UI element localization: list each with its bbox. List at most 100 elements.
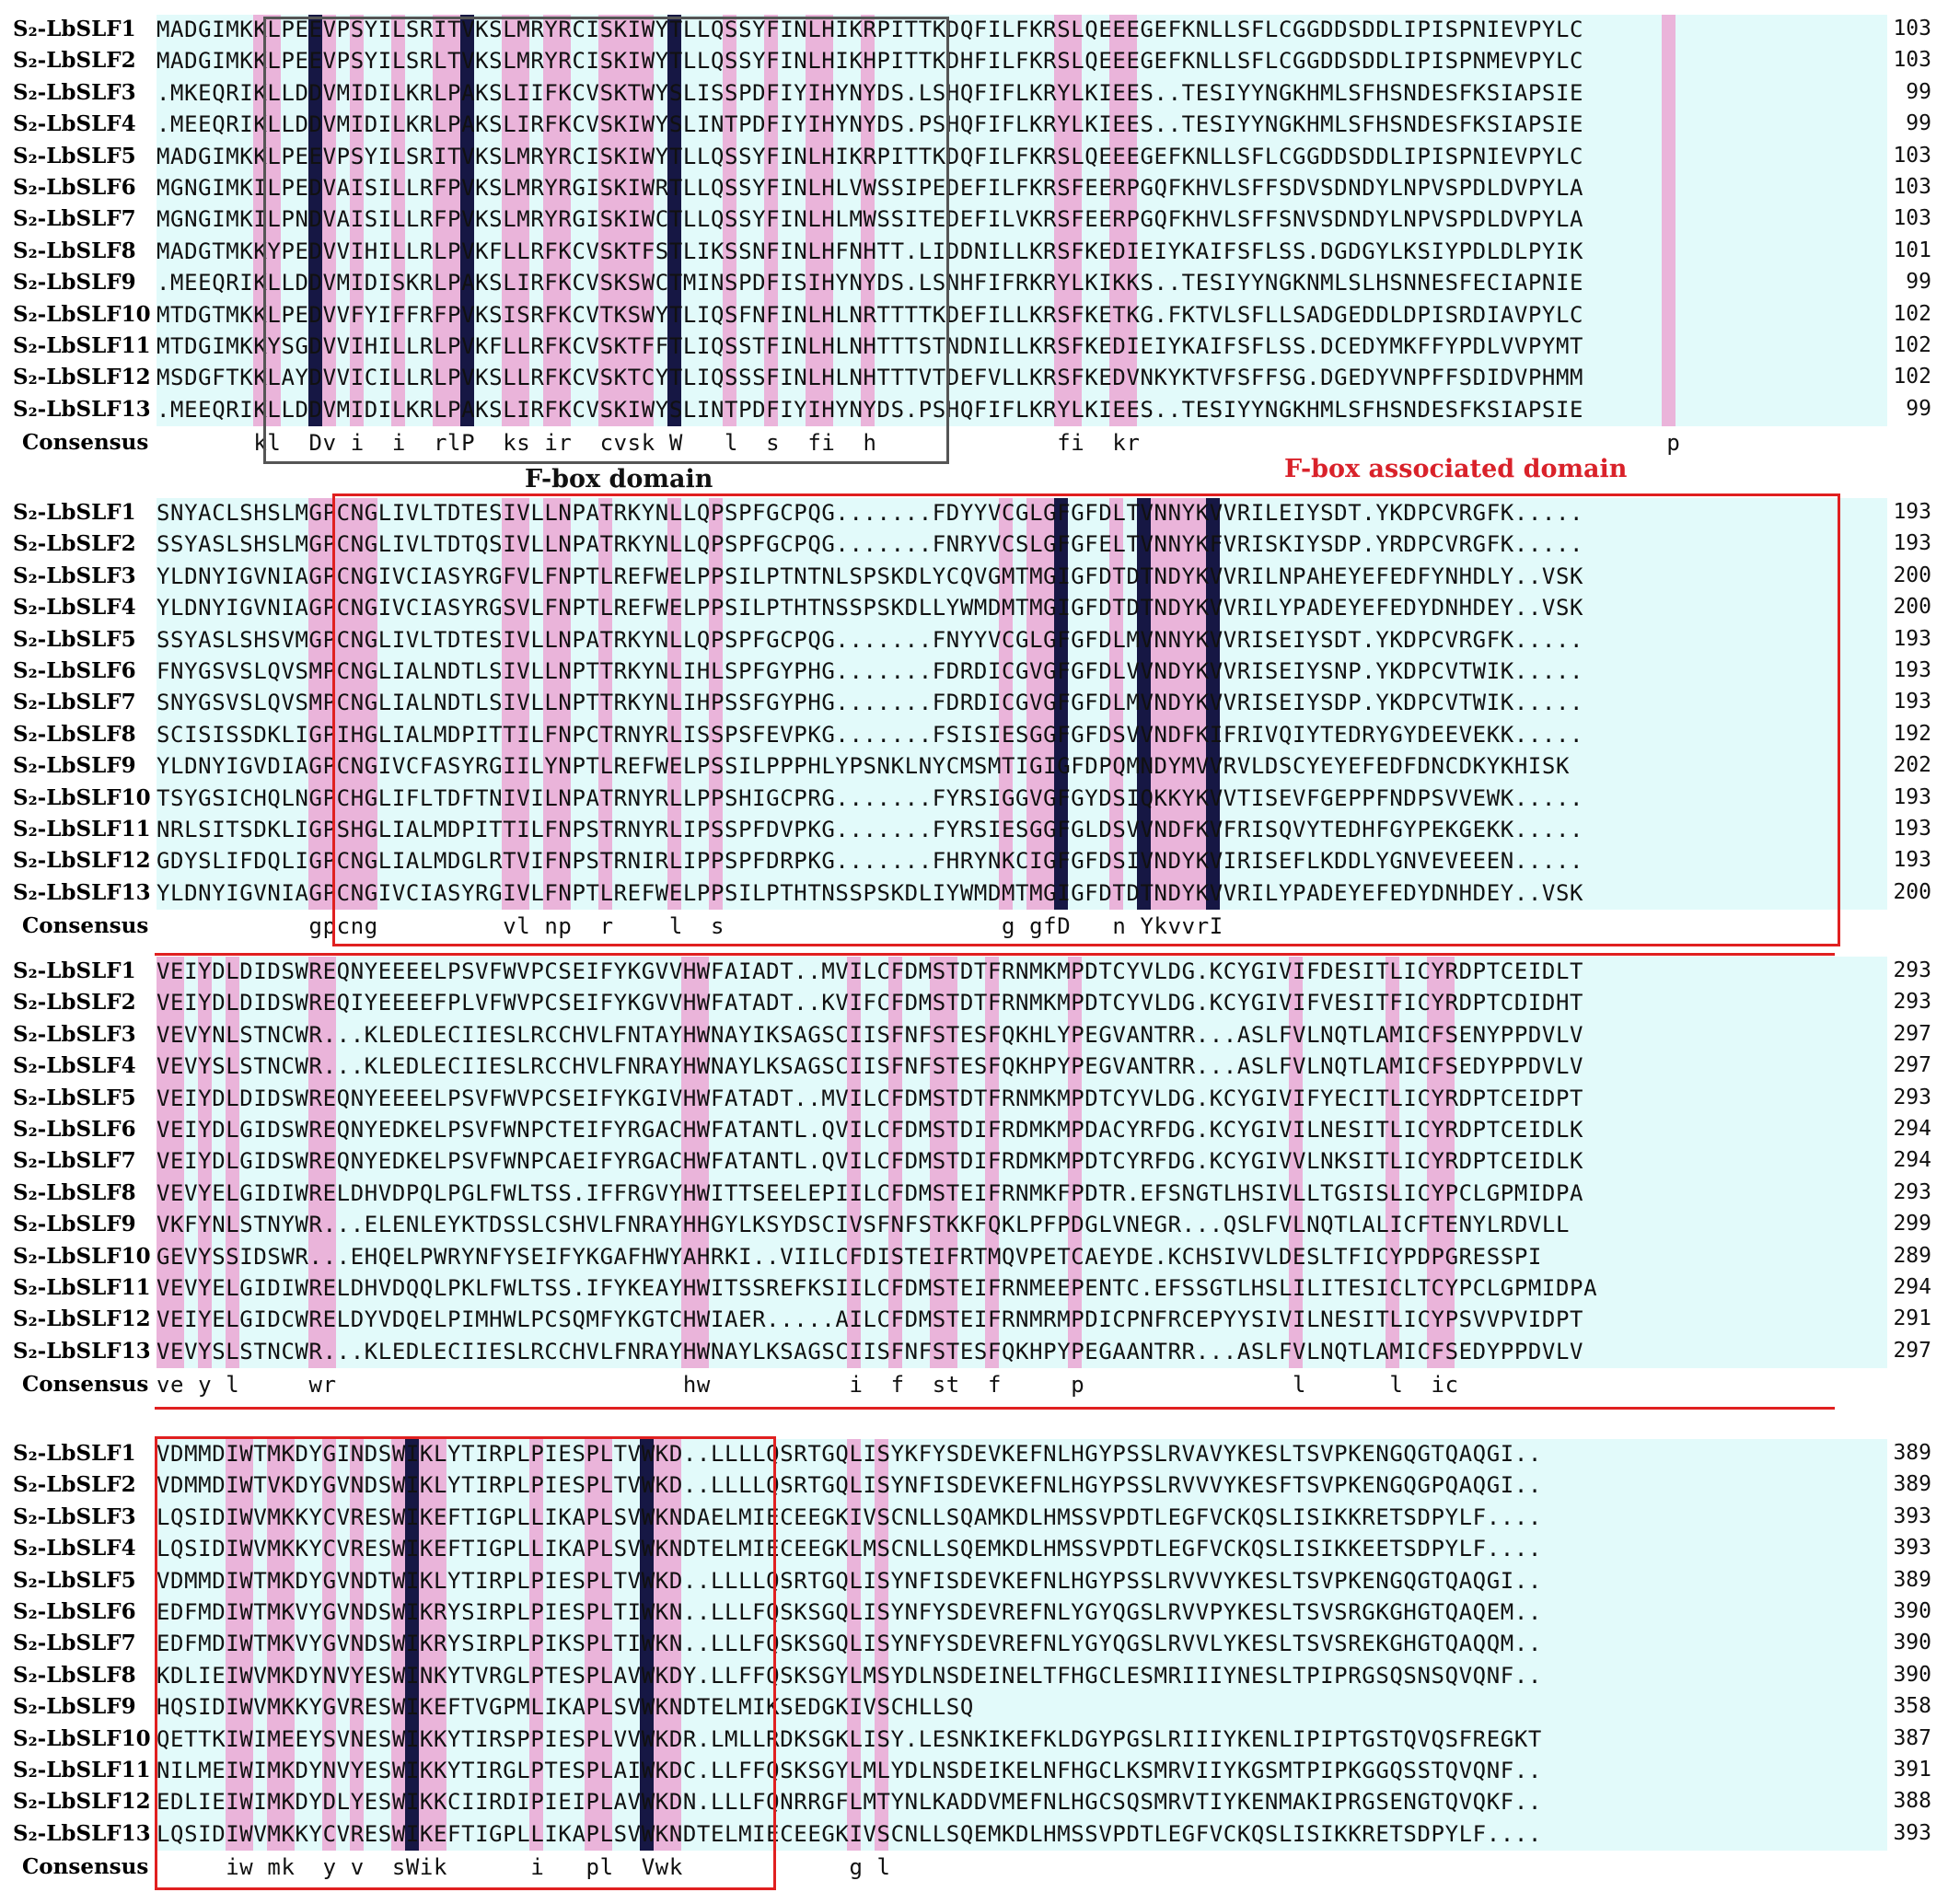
residue-position: 391	[1893, 1758, 1931, 1782]
conservation-band	[267, 15, 281, 427]
conservation-band	[888, 957, 902, 1369]
sequence-residues: .MKEQRIKLLDDVMIDILKRLPAKSLIIFKCVSKTWYSLI…	[157, 79, 1584, 106]
conservation-band	[267, 1439, 281, 1852]
conservation-band	[875, 1439, 888, 1852]
conservation-band	[723, 15, 736, 427]
sequence-residues: .MEEQRIKLLDDVMIDILKRLPAKSLIRFKCVSKIWYSLI…	[157, 396, 1584, 423]
sequence-residues: MADGTMKKYPEDVVIHILLRLPVKFLLRFKCVSKTFSTLI…	[157, 238, 1584, 264]
residue-position: 103	[1893, 48, 1931, 73]
conservation-band	[626, 15, 640, 427]
conservation-band	[350, 15, 364, 427]
sequence-residues: EDFMDIWTMKVYGVNDSWIKRYSIRPLPIESPLTIWKN..…	[157, 1599, 1542, 1625]
residue-position: 193	[1893, 500, 1931, 524]
sequence-residues: .MEEQRIKLLDDVMIDISKRLPAKSLIRFKCVSKSWCTMI…	[157, 270, 1584, 296]
residue-position: 389	[1893, 1441, 1931, 1465]
conservation-band	[391, 1439, 405, 1852]
conservation-band	[350, 1439, 364, 1852]
fba-domain-box-bottom	[155, 1436, 776, 1890]
sequence-name: S₂-LbSLF11	[13, 1758, 151, 1782]
conservation-band	[281, 1439, 295, 1852]
sequence-name: S₂-LbSLF10	[13, 301, 151, 327]
sequence-name: S₂-LbSLF2	[13, 990, 136, 1016]
sequence-residues: NRLSITSDKLIGPSHGLIALMDPITTILFNPSTRNYRLIP…	[157, 817, 1584, 842]
residue-position: 99	[1906, 79, 1931, 104]
conservation-band	[667, 1439, 681, 1852]
conservation-band	[157, 957, 170, 1369]
conservation-band	[847, 1439, 861, 1852]
conservation-band	[502, 498, 516, 911]
residue-position: 200	[1893, 563, 1931, 587]
sequence-residues: VEVYELGIDIWRELDHVDPQLPGLFWLTSS.IFFRGVYHW…	[157, 1179, 1584, 1206]
conservation-band	[1427, 957, 1441, 1369]
conservation-band	[1109, 15, 1123, 427]
sequence-name: S₂-LbSLF4	[13, 595, 136, 621]
sequence-name: S₂-LbSLF7	[13, 1148, 136, 1174]
sequence-name: S₂-LbSLF1	[13, 500, 136, 525]
sequence-name: S₂-LbSLF7	[13, 206, 136, 232]
sequence-residues: LQSIDIWVMKKYCVRESWIKEFTIGPLLIKAPLSVWKNDT…	[157, 1820, 1542, 1847]
conservation-band	[1289, 957, 1303, 1369]
conservation-band	[930, 957, 944, 1369]
residue-position: 293	[1893, 958, 1931, 982]
sequence-name: S₂-LbSLF10	[13, 1243, 151, 1269]
conservation-band	[999, 498, 1013, 911]
conservation-band	[1178, 498, 1192, 911]
conservation-band	[598, 15, 612, 427]
sequence-residues: YLDNYIGVNIAGPCNGIVCIASYRGFVLFNPTLREFWELP…	[157, 563, 1584, 589]
residue-position: 103	[1893, 17, 1931, 41]
residue-position: 389	[1893, 1472, 1931, 1497]
residue-position: 103	[1893, 175, 1931, 199]
conservation-band	[557, 15, 571, 427]
conservation-band	[1040, 498, 1054, 911]
residue-position: 294	[1893, 1275, 1931, 1299]
sequence-residues: SSYASLSHSVMGPCNGLIVLTDTESIVLLNPATRKYNLLQ…	[157, 626, 1584, 653]
sequence-name: S₂-LbSLF7	[13, 690, 136, 715]
sequence-residues: VEIYDLGIDSWREQNYEDKELPSVFWNPCAEIFYRGACHW…	[157, 1148, 1584, 1175]
conservation-band	[667, 498, 681, 911]
conservation-band	[557, 498, 571, 911]
sequence-name: S₂-LbSLF9	[13, 1212, 136, 1237]
consensus-label: Consensus	[22, 1372, 149, 1398]
residue-position: 393	[1893, 1503, 1931, 1528]
sequence-name: S₂-LbSLF7	[13, 1631, 136, 1656]
conservation-band	[322, 957, 336, 1369]
sequence-residues: SSYASLSHSLMGPCNGLIVLTDTQSIVLLNPATRKYNLLQ…	[157, 531, 1584, 558]
sequence-residues: YLDNYIGVDIAGPCNGIVCFASYRGIILYNPTLREFWELP…	[157, 753, 1571, 780]
conservation-band	[806, 15, 819, 427]
conservation-band	[239, 1439, 253, 1852]
residue-position: 101	[1893, 238, 1931, 262]
fbox-domain-box	[263, 17, 949, 464]
conservation-band	[433, 15, 446, 427]
sequence-name: S₂-LbSLF4	[13, 1536, 136, 1562]
conservation-band	[1026, 498, 1040, 911]
sequence-name: S₂-LbSLF11	[13, 817, 151, 842]
residue-position: 293	[1893, 1085, 1931, 1109]
conservation-band	[1151, 498, 1165, 911]
sequence-name: S₂-LbSLF13	[13, 1338, 151, 1364]
conservation-band	[419, 1439, 433, 1852]
residue-position: 193	[1893, 817, 1931, 841]
sequence-residues: VEVYNLSTNCWR...KLEDLECIIESLRCCHVLFNTAYHW…	[157, 1021, 1584, 1048]
fba-domain-label: F-box associated domain	[1284, 455, 1628, 483]
conservation-band	[709, 498, 723, 911]
sequence-name: S₂-LbSLF2	[13, 1472, 136, 1498]
conservation-band	[364, 498, 377, 911]
conservation-band	[502, 15, 516, 427]
conservation-band	[985, 957, 999, 1369]
sequence-residues: LQSIDIWVMKKYCVRESWIKEFTIGPLLIKAPLSVWKNDT…	[157, 1536, 1542, 1562]
residue-position: 103	[1893, 143, 1931, 168]
conservation-band	[1386, 957, 1399, 1369]
sequence-name: S₂-LbSLF2	[13, 531, 136, 557]
residue-position: 102	[1893, 365, 1931, 389]
residue-position: 192	[1893, 721, 1931, 746]
conservation-band	[1137, 498, 1151, 911]
conservation-band	[1068, 15, 1082, 427]
conservation-band	[1192, 498, 1206, 911]
fba-domain-line-a	[155, 953, 1835, 956]
residue-position: 102	[1893, 301, 1931, 326]
sequence-residues: SCISISSDKLIGPIHGLIALMDPITTILFNPCTRNYRLIS…	[157, 721, 1584, 748]
sequence-name: S₂-LbSLF8	[13, 721, 136, 747]
conservation-band	[350, 498, 364, 911]
residue-position: 294	[1893, 1148, 1931, 1173]
